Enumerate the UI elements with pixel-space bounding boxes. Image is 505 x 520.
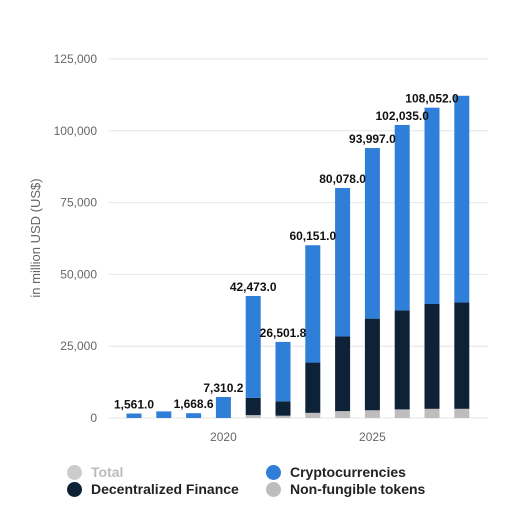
bar-segment[interactable] [305, 412, 321, 418]
data-label: 93,997.0 [349, 132, 396, 146]
x-tick-label: 2025 [359, 430, 386, 444]
y-axis-title: in million USD (US$) [28, 178, 43, 297]
bar-segment[interactable] [305, 362, 321, 413]
bar-segment[interactable] [454, 302, 470, 409]
bar-segment[interactable] [305, 245, 321, 363]
bar-segment[interactable] [335, 411, 351, 418]
data-label: 108,052.0 [405, 92, 459, 106]
bar-segment[interactable] [126, 413, 142, 418]
bars [126, 95, 470, 418]
bar-segment[interactable] [364, 148, 380, 319]
bar-segment[interactable] [364, 318, 380, 411]
legend: Total Cryptocurrencies Decentralized Fin… [0, 458, 505, 508]
bar-segment[interactable] [364, 410, 380, 418]
bar-segment[interactable] [335, 336, 351, 412]
data-label: 26,501.8 [260, 326, 307, 340]
bar-segment[interactable] [424, 107, 440, 304]
data-label: 7,310.2 [203, 381, 243, 395]
bar-segment[interactable] [424, 303, 440, 409]
bar-segment[interactable] [454, 408, 470, 418]
y-axis-ticks: 0 25,000 50,000 75,000 100,000 125,000 [54, 52, 98, 425]
y-tick-label: 25,000 [60, 339, 97, 353]
legend-dot-icon [67, 464, 82, 480]
bar-segment[interactable] [186, 413, 202, 418]
bar-segment[interactable] [424, 408, 440, 418]
legend-item-decentralized-finance[interactable]: Decentralized Finance [67, 481, 239, 497]
data-labels: 1,561.0 1,668.6 7,310.2 42,473.0 26,501.8 60,… [114, 92, 459, 412]
legend-item-cryptocurrencies[interactable]: Cryptocurrencies [266, 464, 406, 480]
bar-segment[interactable] [275, 415, 291, 418]
data-label: 1,668.6 [174, 397, 214, 411]
bar-segment[interactable] [335, 188, 351, 337]
data-label: 80,078.0 [319, 172, 366, 186]
bar-segment[interactable] [215, 397, 231, 418]
legend-label: Non-fungible tokens [290, 481, 426, 497]
bar-segment[interactable] [245, 397, 261, 416]
bar-segment[interactable] [245, 415, 261, 418]
data-label: 102,035.0 [376, 109, 430, 123]
data-label: 1,561.0 [114, 398, 154, 412]
y-tick-label: 50,000 [60, 267, 97, 281]
legend-item-non-fungible-tokens[interactable]: Non-fungible tokens [266, 481, 425, 497]
bar-segment[interactable] [394, 310, 410, 410]
bar-segment[interactable] [275, 401, 291, 416]
legend-label: Decentralized Finance [91, 481, 239, 497]
bar-segment[interactable] [156, 411, 172, 418]
data-label: 42,473.0 [230, 280, 277, 294]
y-tick-label: 75,000 [60, 196, 97, 210]
legend-dot-icon [266, 464, 281, 480]
bar-segment[interactable] [245, 296, 261, 398]
x-tick-label: 2020 [210, 430, 237, 444]
legend-item-total[interactable]: Total [67, 464, 123, 480]
legend-label: Total [91, 464, 124, 480]
bar-segment[interactable] [454, 95, 470, 303]
legend-label: Cryptocurrencies [290, 464, 406, 480]
bar-segment[interactable] [394, 409, 410, 418]
x-axis-ticks: 2020 2025 [210, 430, 386, 444]
bar-segment[interactable] [275, 341, 291, 402]
chart-plot: in million USD (US$) 0 25,000 50,000 75,000… [28, 52, 488, 444]
y-tick-label: 125,000 [54, 52, 98, 66]
legend-dot-icon [67, 481, 82, 497]
legend-dot-icon [266, 481, 281, 497]
y-tick-label: 0 [90, 411, 97, 425]
bar-segment[interactable] [394, 124, 410, 311]
data-label: 60,151.0 [289, 229, 336, 243]
y-tick-label: 100,000 [54, 124, 98, 138]
